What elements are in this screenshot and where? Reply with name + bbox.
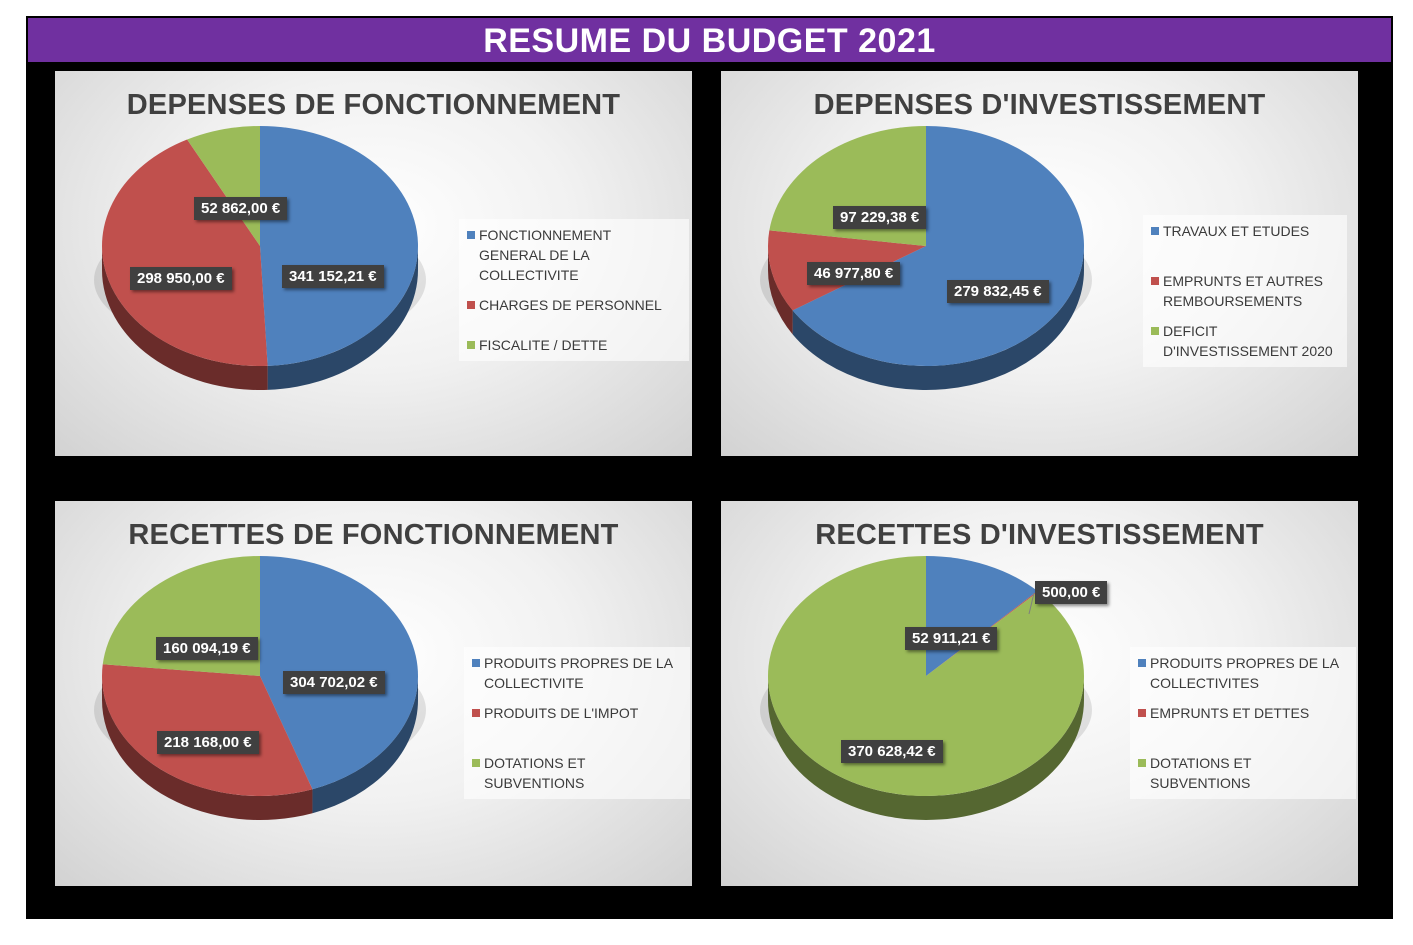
data-label: 97 229,38 € [833, 206, 927, 229]
legend-swatch [467, 301, 475, 309]
data-label: 304 702,02 € [283, 671, 385, 694]
data-label: 370 628,42 € [841, 740, 943, 763]
pie-chart [760, 126, 1092, 390]
legend-label: TRAVAUX ET ETUDES [1163, 223, 1310, 239]
legend-item: TRAVAUX ET ETUDES [1151, 221, 1339, 241]
chart-legend: FONCTIONNEMENT GENERAL DE LA COLLECTIVIT… [459, 219, 689, 361]
chart-panel-depenses-fonctionnement: DEPENSES DE FONCTIONNEMENT 341 152,21 € … [55, 71, 692, 456]
legend-item: DOTATIONS ET SUBVENTIONS [472, 753, 682, 793]
chart-panel-recettes-fonctionnement: RECETTES DE FONCTIONNEMENT 304 702,02 € … [55, 501, 692, 886]
legend-swatch [1151, 327, 1159, 335]
pie-slice [101, 139, 268, 366]
legend-label: DEFICIT D'INVESTISSEMENT 2020 [1163, 323, 1333, 359]
legend-item: DEFICIT D'INVESTISSEMENT 2020 [1151, 321, 1339, 361]
data-label: 298 950,00 € [130, 267, 232, 290]
legend-label: PRODUITS PROPRES DE LA COLLECTIVITES [1150, 655, 1339, 691]
pie-slice [768, 556, 1084, 796]
pie-slice [260, 126, 419, 366]
chart-panel-recettes-investissement: RECETTES D'INVESTISSEMENT 52 911,21 € 50… [721, 501, 1358, 886]
pie-slice-side [312, 676, 418, 814]
legend-swatch [1138, 659, 1146, 667]
legend-label: EMPRUNTS ET AUTRES REMBOURSEMENTS [1163, 273, 1323, 309]
legend-item: EMPRUNTS ET AUTRES REMBOURSEMENTS [1151, 271, 1339, 311]
legend-swatch [1138, 709, 1146, 717]
chart-title: DEPENSES DE FONCTIONNEMENT [126, 89, 621, 121]
data-label: 52 862,00 € [194, 197, 288, 220]
pie-slice-side [792, 246, 1084, 390]
pie-slice-side [102, 246, 268, 390]
legend-label: PRODUITS PROPRES DE LA COLLECTIVITE [484, 655, 673, 691]
pie-slice [101, 664, 313, 796]
legend-label: CHARGES DE PERSONNEL [479, 297, 662, 313]
pie-slices [760, 126, 1092, 390]
legend-item: PRODUITS DE L'IMPOT [472, 703, 682, 723]
pie-chart [760, 556, 1092, 820]
legend-item: PRODUITS PROPRES DE LA COLLECTIVITES [1138, 653, 1348, 693]
legend-swatch [1138, 759, 1146, 767]
legend-item: FISCALITE / DETTE [467, 335, 681, 355]
legend-swatch [472, 659, 480, 667]
legend-swatch [467, 341, 475, 349]
legend-item: CHARGES DE PERSONNEL [467, 295, 681, 315]
pie-slice-side [768, 676, 1084, 820]
data-label: 52 911,21 € [905, 627, 998, 650]
pie-slice-side [267, 246, 418, 390]
chart-panel-depenses-investissement: DEPENSES D'INVESTISSEMENT 279 832,45 € 4… [721, 71, 1358, 456]
legend-swatch [1151, 227, 1159, 235]
legend-label: EMPRUNTS ET DETTES [1150, 705, 1310, 721]
legend-swatch [472, 709, 480, 717]
data-label: 500,00 € [1035, 581, 1108, 604]
chart-legend: TRAVAUX ET ETUDES EMPRUNTS ET AUTRES REM… [1143, 215, 1347, 367]
data-label: 160 094,19 € [156, 637, 258, 660]
legend-label: DOTATIONS ET SUBVENTIONS [484, 755, 586, 791]
chart-title: DEPENSES D'INVESTISSEMENT [813, 89, 1266, 121]
legend-item: EMPRUNTS ET DETTES [1138, 703, 1348, 723]
pie-chart [94, 126, 426, 390]
leader-line [1028, 592, 1035, 615]
legend-item: PRODUITS PROPRES DE LA COLLECTIVITE [472, 653, 682, 693]
pie-slices [760, 556, 1092, 820]
pie-slice-side [768, 246, 793, 335]
legend-label: DOTATIONS ET SUBVENTIONS [1150, 755, 1252, 791]
chart-legend: PRODUITS PROPRES DE LA COLLECTIVITE PROD… [464, 647, 690, 799]
chart-title: RECETTES D'INVESTISSEMENT [815, 519, 1264, 551]
pie-slice [792, 126, 1084, 366]
page-title: RESUME DU BUDGET 2021 [28, 18, 1391, 62]
legend-label: PRODUITS DE L'IMPOT [484, 705, 639, 721]
data-label: 46 977,80 € [807, 262, 901, 285]
pie-slices [94, 126, 426, 390]
data-label: 218 168,00 € [157, 731, 259, 754]
legend-item: DOTATIONS ET SUBVENTIONS [1138, 753, 1348, 793]
legend-item: FONCTIONNEMENT GENERAL DE LA COLLECTIVIT… [467, 225, 681, 285]
legend-label: FONCTIONNEMENT GENERAL DE LA COLLECTIVIT… [479, 227, 611, 283]
legend-swatch [472, 759, 480, 767]
data-label: 279 832,45 € [947, 280, 1049, 303]
pie-slice-side [102, 676, 313, 820]
legend-swatch [467, 231, 475, 239]
data-label: 341 152,21 € [282, 265, 384, 288]
chart-legend: PRODUITS PROPRES DE LA COLLECTIVITES EMP… [1130, 647, 1356, 799]
legend-label: FISCALITE / DETTE [479, 337, 608, 353]
chart-title: RECETTES DE FONCTIONNEMENT [128, 519, 619, 551]
legend-swatch [1151, 277, 1159, 285]
